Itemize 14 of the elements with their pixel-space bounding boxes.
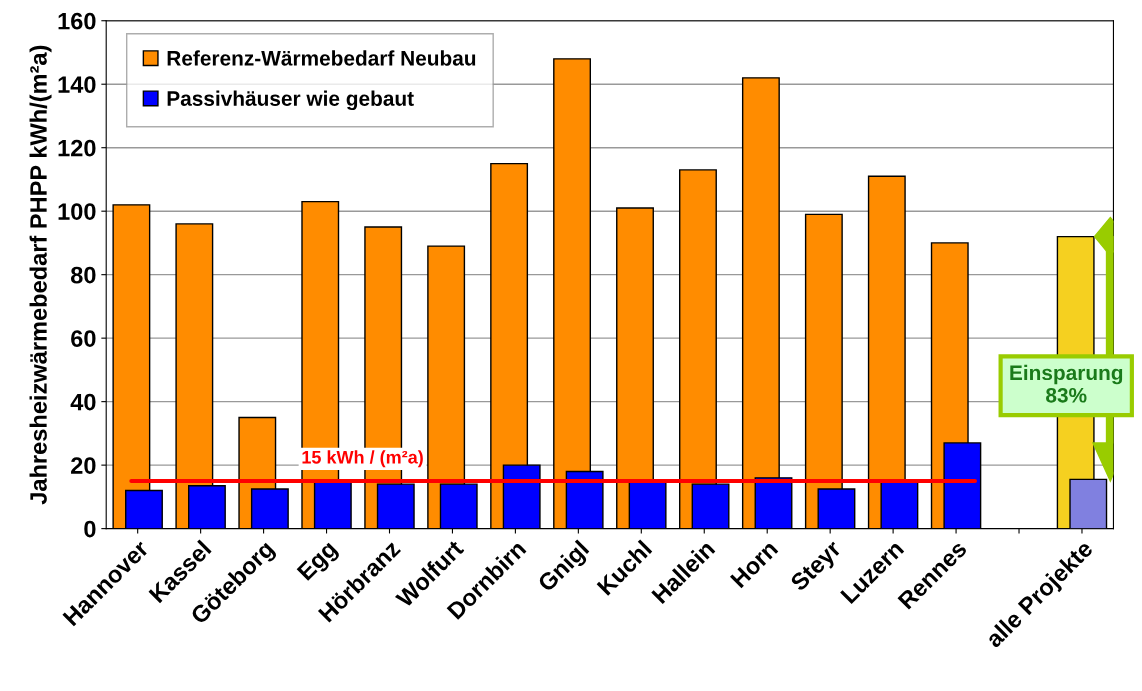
annotation: Einsparung 83% [1010,364,1123,403]
y-tick-label: 60 [71,330,96,347]
y-tick-label: 20 [71,457,96,474]
y-axis-title: Jahresheizwärmebedarf PHPP kWh/(m²a) [29,45,52,505]
y-tick-label: 140 [58,76,96,93]
legend-label: Passivhäuser wie gebaut [167,90,414,111]
y-tick-label: 0 [84,520,96,538]
y-tick-label: 160 [58,12,96,30]
y-tick-label: 40 [70,393,96,411]
ref-line-label: 15 kWh / (m²a) [302,450,423,468]
y-tick-label: 120 [58,139,96,157]
legend-label: Referenz-Wärmebedarf Neubau [167,50,476,66]
y-tick-label: 100 [58,203,96,220]
y-tick-label: 80 [70,266,96,284]
